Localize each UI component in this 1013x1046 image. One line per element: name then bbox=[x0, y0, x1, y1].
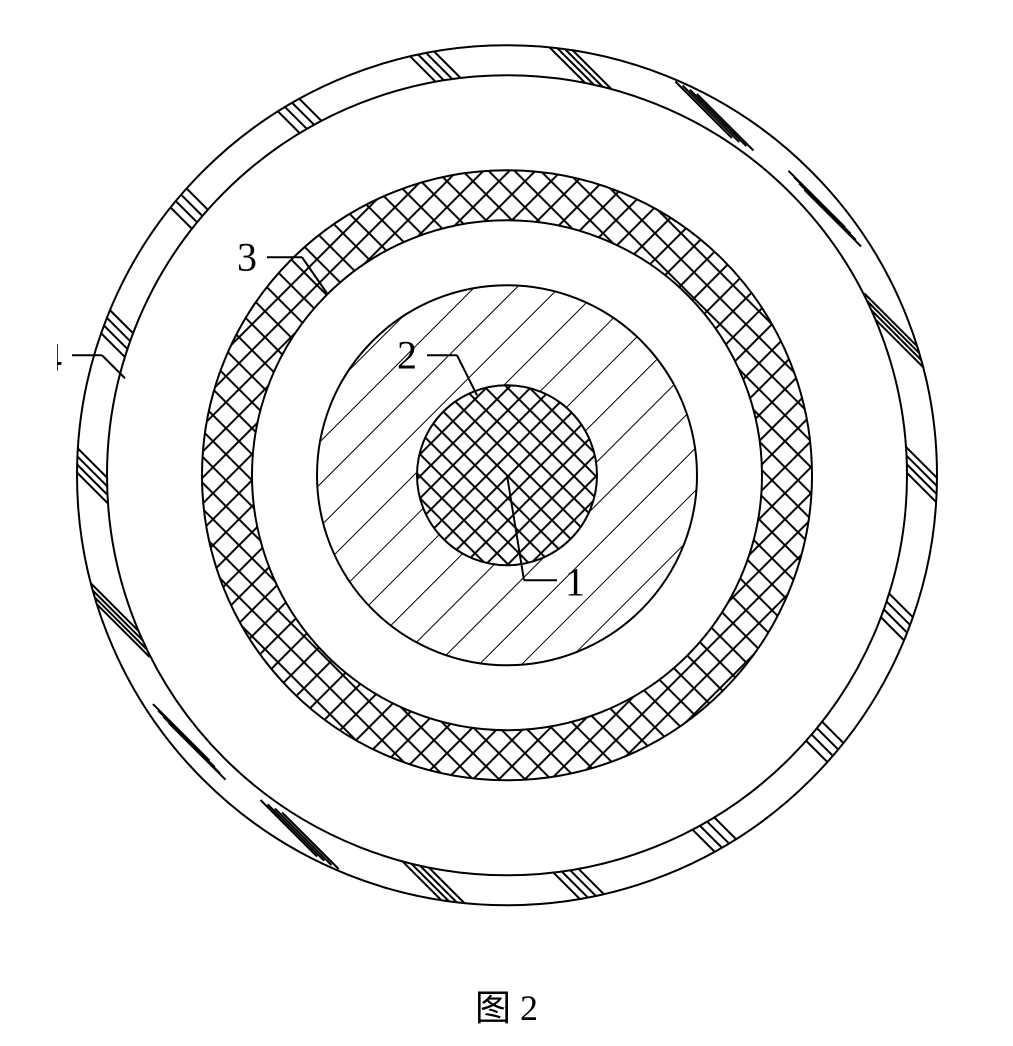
label-2: 2 bbox=[397, 332, 417, 377]
diagram-container: 1 2 3 4 bbox=[57, 25, 957, 930]
label-3: 3 bbox=[237, 234, 257, 279]
cross-section-svg: 1 2 3 4 bbox=[57, 25, 957, 925]
figure-caption: 图 2 bbox=[475, 979, 538, 1031]
label-1: 1 bbox=[565, 559, 585, 604]
label-4: 4 bbox=[57, 334, 62, 379]
